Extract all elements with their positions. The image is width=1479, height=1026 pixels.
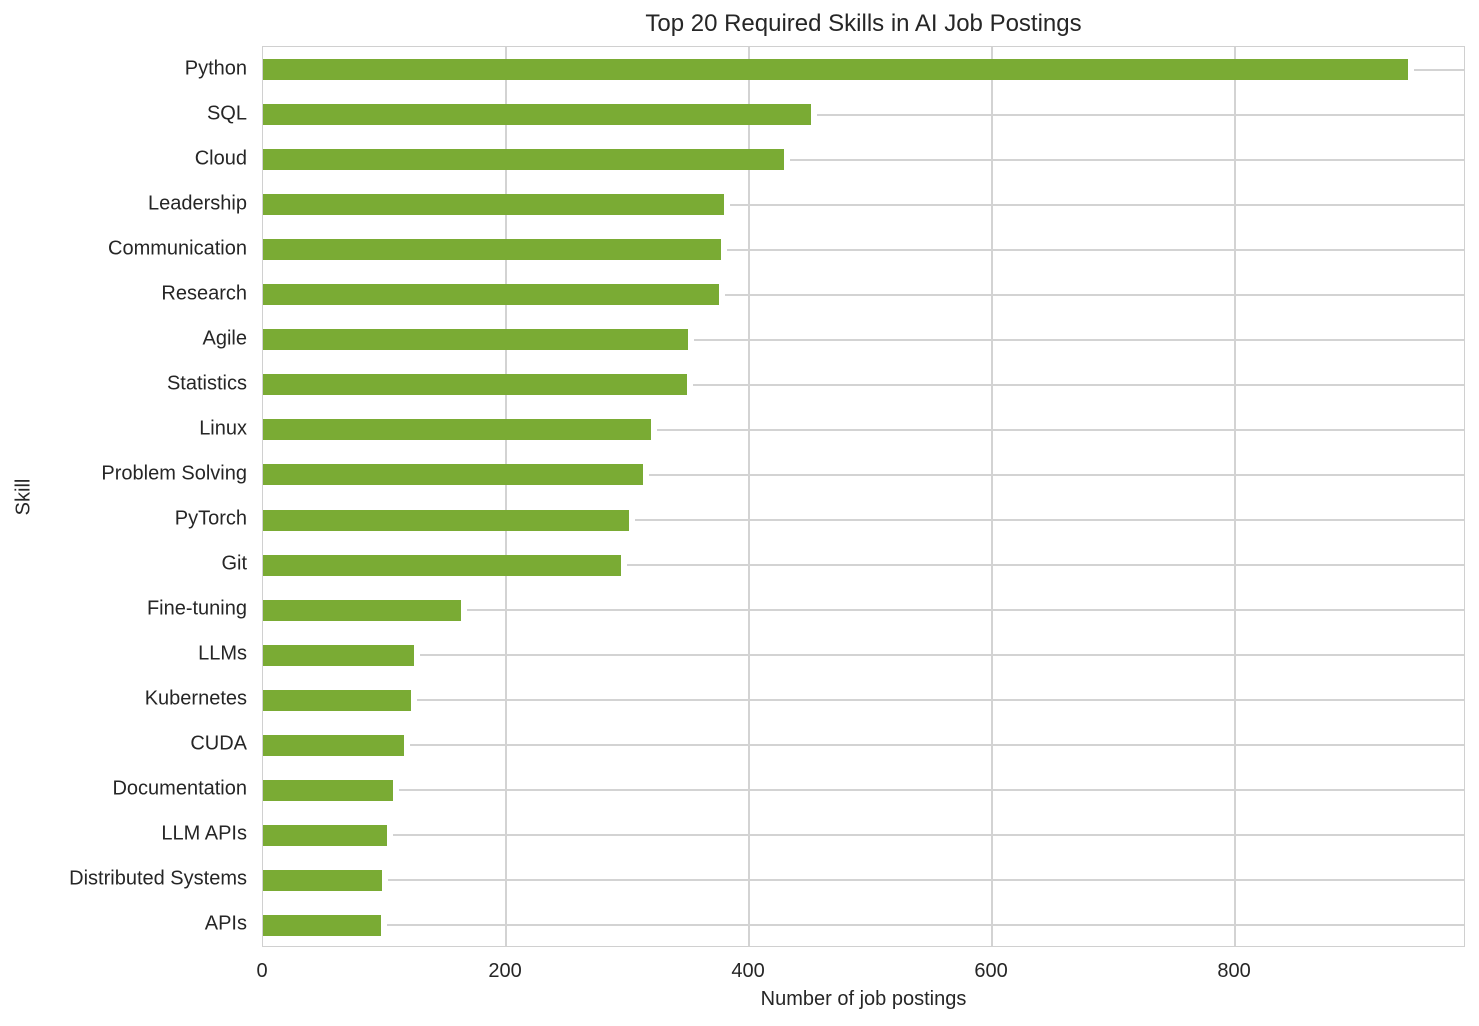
x-gridline xyxy=(505,47,508,946)
bar-edge xyxy=(687,381,694,388)
bar-git xyxy=(263,554,622,576)
y-gridline xyxy=(263,248,1464,251)
y-gridline xyxy=(263,789,1464,792)
bar-linux xyxy=(263,419,651,441)
y-gridline xyxy=(263,744,1464,747)
y-gridline xyxy=(263,158,1464,161)
bar-edge xyxy=(721,246,728,253)
chart-title: Top 20 Required Skills in AI Job Posting… xyxy=(645,10,1082,37)
bar-statistics xyxy=(263,374,688,396)
bar-leadership xyxy=(263,194,724,216)
bar-edge xyxy=(643,471,650,478)
y-tick-label: Agile xyxy=(202,327,247,350)
y-gridline xyxy=(263,113,1464,116)
bar-edge xyxy=(650,426,657,433)
bar-edge xyxy=(784,156,791,163)
x-tick-label: 800 xyxy=(1217,960,1251,982)
x-axis-label: Number of job postings xyxy=(760,988,967,1010)
x-tick-label: 0 xyxy=(256,960,268,982)
y-tick-label: Problem Solving xyxy=(101,462,247,485)
y-tick-label: Distributed Systems xyxy=(69,867,247,890)
y-tick-label: LLM APIs xyxy=(161,822,247,845)
y-tick-label: Communication xyxy=(108,237,247,260)
bar-edge xyxy=(386,832,393,839)
y-tick-label: Documentation xyxy=(112,777,247,800)
bar-edge xyxy=(688,336,695,343)
y-tick-label: LLMs xyxy=(198,642,247,665)
bar-edge xyxy=(382,877,389,884)
bar-llms xyxy=(263,644,414,666)
y-gridline xyxy=(263,519,1464,522)
x-gridline xyxy=(991,47,994,946)
bar-edge xyxy=(393,787,400,794)
y-gridline xyxy=(263,428,1464,431)
y-gridline xyxy=(263,564,1464,567)
x-tick-label: 600 xyxy=(974,960,1008,982)
y-gridline xyxy=(263,654,1464,657)
bar-edge xyxy=(1407,66,1414,73)
bar-pytorch xyxy=(263,509,629,531)
bar-research xyxy=(263,284,719,306)
y-gridline xyxy=(263,293,1464,296)
bar-llm-apis xyxy=(263,824,387,846)
y-gridline xyxy=(263,203,1464,206)
bar-edge xyxy=(811,111,818,118)
bar-edge xyxy=(413,652,420,659)
bar-cuda xyxy=(263,734,404,756)
bar-edge xyxy=(380,922,387,929)
y-tick-label: Git xyxy=(221,552,247,575)
x-tick-label: 400 xyxy=(731,960,765,982)
bar-fine-tuning xyxy=(263,599,462,621)
bar-edge xyxy=(461,607,468,614)
y-gridline xyxy=(263,834,1464,837)
plot-area xyxy=(262,46,1465,947)
y-tick-label: Kubernetes xyxy=(144,687,247,710)
y-tick-label: APIs xyxy=(204,912,247,935)
bar-communication xyxy=(263,239,722,261)
y-tick-label: Research xyxy=(161,282,247,305)
y-tick-label: SQL xyxy=(206,102,247,125)
bar-distributed-systems xyxy=(263,869,383,891)
y-gridline xyxy=(263,383,1464,386)
bar-documentation xyxy=(263,779,394,801)
y-gridline xyxy=(263,473,1464,476)
y-gridline xyxy=(263,699,1464,702)
x-gridline xyxy=(748,47,751,946)
y-gridline xyxy=(263,879,1464,882)
bar-edge xyxy=(628,517,635,524)
y-gridline xyxy=(263,924,1464,927)
bar-cloud xyxy=(263,149,785,171)
bar-sql xyxy=(263,104,812,126)
y-tick-label: Statistics xyxy=(166,372,247,395)
x-tick-label: 200 xyxy=(488,960,522,982)
y-tick-label: Leadership xyxy=(148,192,247,215)
bar-edge xyxy=(411,697,418,704)
y-tick-label: PyTorch xyxy=(174,507,247,530)
y-tick-label: Cloud xyxy=(194,147,247,170)
bar-kubernetes xyxy=(263,689,412,711)
bar-problem-solving xyxy=(263,464,644,486)
y-gridline xyxy=(263,338,1464,341)
y-tick-label: Linux xyxy=(199,417,247,440)
y-gridline xyxy=(263,609,1464,612)
x-gridline xyxy=(1234,47,1237,946)
y-tick-label: Python xyxy=(184,57,247,80)
bar-edge xyxy=(718,291,725,298)
bar-apis xyxy=(263,914,381,936)
y-axis-label: Skill xyxy=(12,478,35,516)
bar-python xyxy=(263,59,1408,81)
bar-edge xyxy=(403,742,410,749)
bar-agile xyxy=(263,329,689,351)
y-tick-label: Fine-tuning xyxy=(146,597,247,620)
y-tick-label: CUDA xyxy=(190,732,247,755)
bar-edge xyxy=(621,562,628,569)
bar-edge xyxy=(723,201,730,208)
